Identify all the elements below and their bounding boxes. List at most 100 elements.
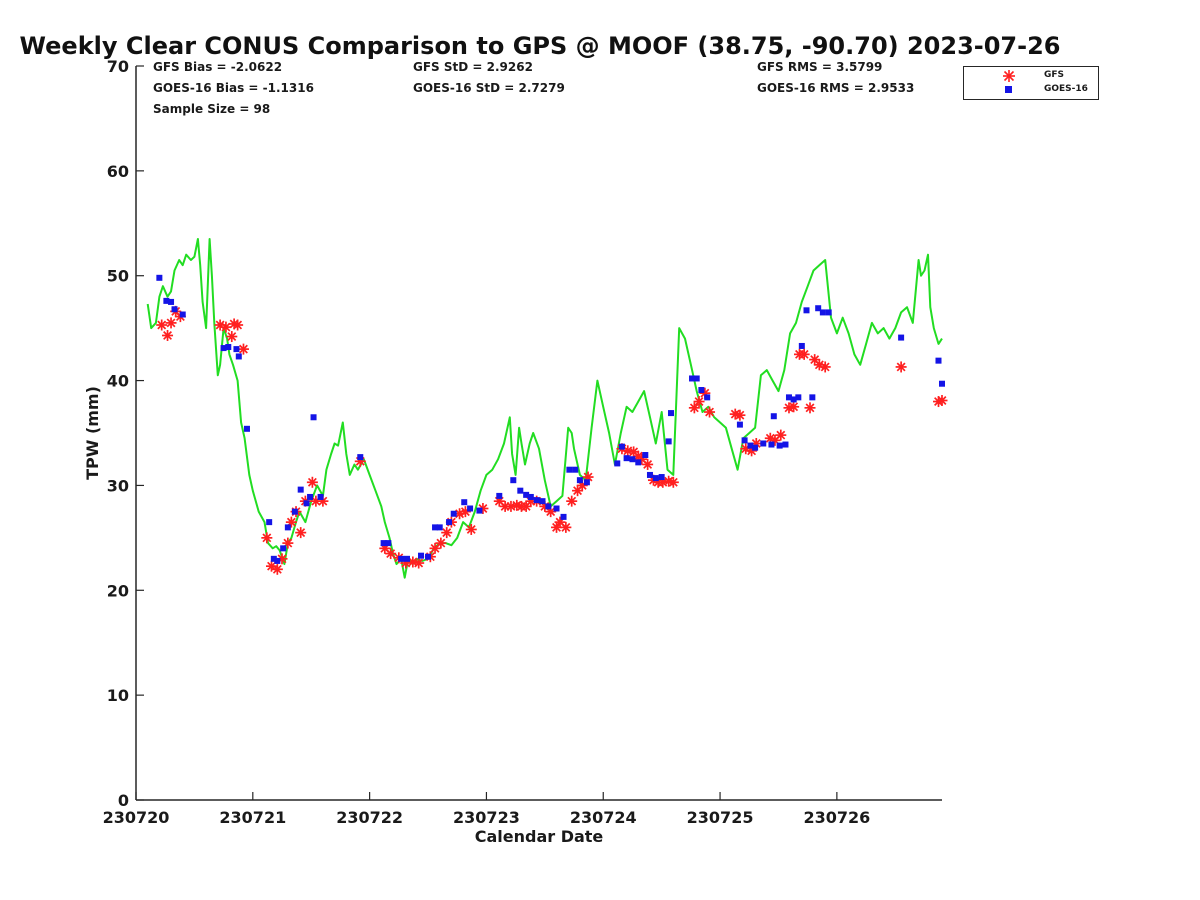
plot-area: 0 10 20 30 40 50 60 70 230720 230721 230722 230723… (103, 57, 948, 827)
y-axis-label: TPW (mm) (83, 386, 102, 480)
y-tick-label: 50 (107, 267, 129, 286)
data-point-goes-16 (642, 452, 649, 459)
data-point-gfs (798, 348, 810, 360)
data-point-goes-16 (280, 545, 287, 552)
data-point-gfs (734, 409, 746, 421)
data-point-goes-16 (819, 309, 826, 316)
gfs-rms-stat: GFS RMS = 3.5799 (757, 60, 883, 74)
data-point-goes-16 (517, 487, 524, 494)
goes-rms-stat: GOES-16 RMS = 2.9533 (757, 81, 915, 95)
data-point-goes-16 (156, 274, 163, 281)
y-ticks: 0 10 20 30 40 50 60 70 (107, 57, 144, 810)
data-point-goes-16 (752, 444, 759, 451)
y-tick-label: 10 (107, 686, 129, 705)
data-point-gfs (271, 563, 283, 575)
data-point-goes-16 (533, 497, 540, 504)
data-point-goes-16 (297, 486, 304, 493)
goes-bias-stat: GOES-16 Bias = -1.1316 (153, 81, 314, 95)
data-point-goes-16 (357, 454, 364, 461)
data-point-goes-16 (179, 311, 186, 318)
data-point-goes-16 (553, 505, 560, 512)
data-point-gfs (261, 532, 273, 544)
data-point-goes-16 (798, 342, 805, 349)
data-point-goes-16 (698, 387, 705, 394)
data-point-goes-16 (776, 442, 783, 449)
y-tick-label: 60 (107, 162, 129, 181)
data-point-goes-16 (825, 309, 832, 316)
data-point-goes-16 (658, 474, 665, 481)
series-line-gps (146, 238, 943, 579)
data-point-goes-16 (450, 510, 457, 517)
data-point-goes-16 (898, 334, 905, 341)
x-tick-label: 230722 (336, 808, 403, 827)
data-point-goes-16 (225, 344, 232, 351)
data-point-gfs (688, 402, 700, 414)
data-point-gfs (693, 396, 705, 408)
data-point-goes-16 (689, 375, 696, 382)
data-point-gfs (306, 476, 318, 488)
data-point-gfs (385, 548, 397, 560)
legend-label-gfs: GFS (1044, 70, 1065, 80)
data-point-goes-16 (432, 524, 439, 531)
data-point-goes-16 (220, 345, 227, 352)
data-point-goes-16 (572, 466, 579, 473)
data-point-goes-16 (782, 441, 789, 448)
chart-title: Weekly Clear CONUS Comparison to GPS @ M… (20, 32, 1061, 60)
gfs-std-stat: GFS StD = 2.9262 (413, 60, 533, 74)
data-point-goes-16 (168, 298, 175, 305)
data-point-goes-16 (233, 346, 240, 353)
data-point-gfs (560, 521, 572, 533)
y-tick-label: 30 (107, 476, 129, 495)
y-tick-label: 0 (118, 791, 129, 810)
data-point-goes-16 (815, 305, 822, 312)
data-point-goes-16 (760, 440, 767, 447)
data-point-goes-16 (527, 493, 534, 500)
data-point-goes-16 (467, 505, 474, 512)
data-point-goes-16 (284, 524, 291, 531)
data-point-gfs (936, 394, 948, 406)
data-point-goes-16 (652, 475, 659, 482)
data-point-goes-16 (935, 357, 942, 364)
x-tick-label: 230726 (803, 808, 870, 827)
sample-size-stat: Sample Size = 98 (153, 102, 271, 116)
data-point-gfs (667, 476, 679, 488)
data-point-goes-16 (539, 498, 546, 505)
data-point-gfs (819, 361, 831, 373)
data-point-goes-16 (770, 413, 777, 420)
series-layer (146, 238, 948, 579)
data-point-goes-16 (623, 455, 630, 462)
data-point-goes-16 (171, 306, 178, 313)
data-point-goes-16 (741, 437, 748, 444)
data-point-goes-16 (307, 493, 314, 500)
data-point-gfs (895, 361, 907, 373)
data-point-goes-16 (404, 555, 411, 562)
data-point-goes-16 (646, 471, 653, 478)
x-ticks: 230720 230721 230722 230723 230724 230725 2307… (103, 792, 870, 827)
data-point-gfs (566, 495, 578, 507)
data-point-goes-16 (385, 540, 392, 547)
data-point-gfs (704, 406, 716, 418)
data-point-goes-16 (809, 394, 816, 401)
data-point-goes-16 (790, 396, 797, 403)
data-point-goes-16 (768, 441, 775, 448)
data-point-goes-16 (461, 499, 468, 506)
y-tick-label: 70 (107, 57, 129, 76)
data-point-gfs (465, 523, 477, 535)
data-point-goes-16 (665, 438, 672, 445)
data-point-goes-16 (310, 414, 317, 421)
x-tick-label: 230721 (219, 808, 286, 827)
data-point-gfs (285, 516, 297, 528)
data-point-goes-16 (667, 410, 674, 417)
x-tick-label: 230720 (103, 808, 170, 827)
data-point-gfs (165, 317, 177, 329)
data-point-goes-16 (629, 456, 636, 463)
data-point-goes-16 (398, 555, 405, 562)
legend-item-goes16: GOES-16 (964, 83, 1098, 97)
data-point-goes-16 (270, 555, 277, 562)
data-point-gfs (788, 401, 800, 413)
data-point-goes-16 (939, 380, 945, 387)
gfs-bias-stat: GFS Bias = -2.0622 (153, 60, 283, 74)
data-point-goes-16 (583, 479, 590, 486)
data-point-goes-16 (496, 492, 503, 499)
data-point-goes-16 (235, 353, 242, 360)
